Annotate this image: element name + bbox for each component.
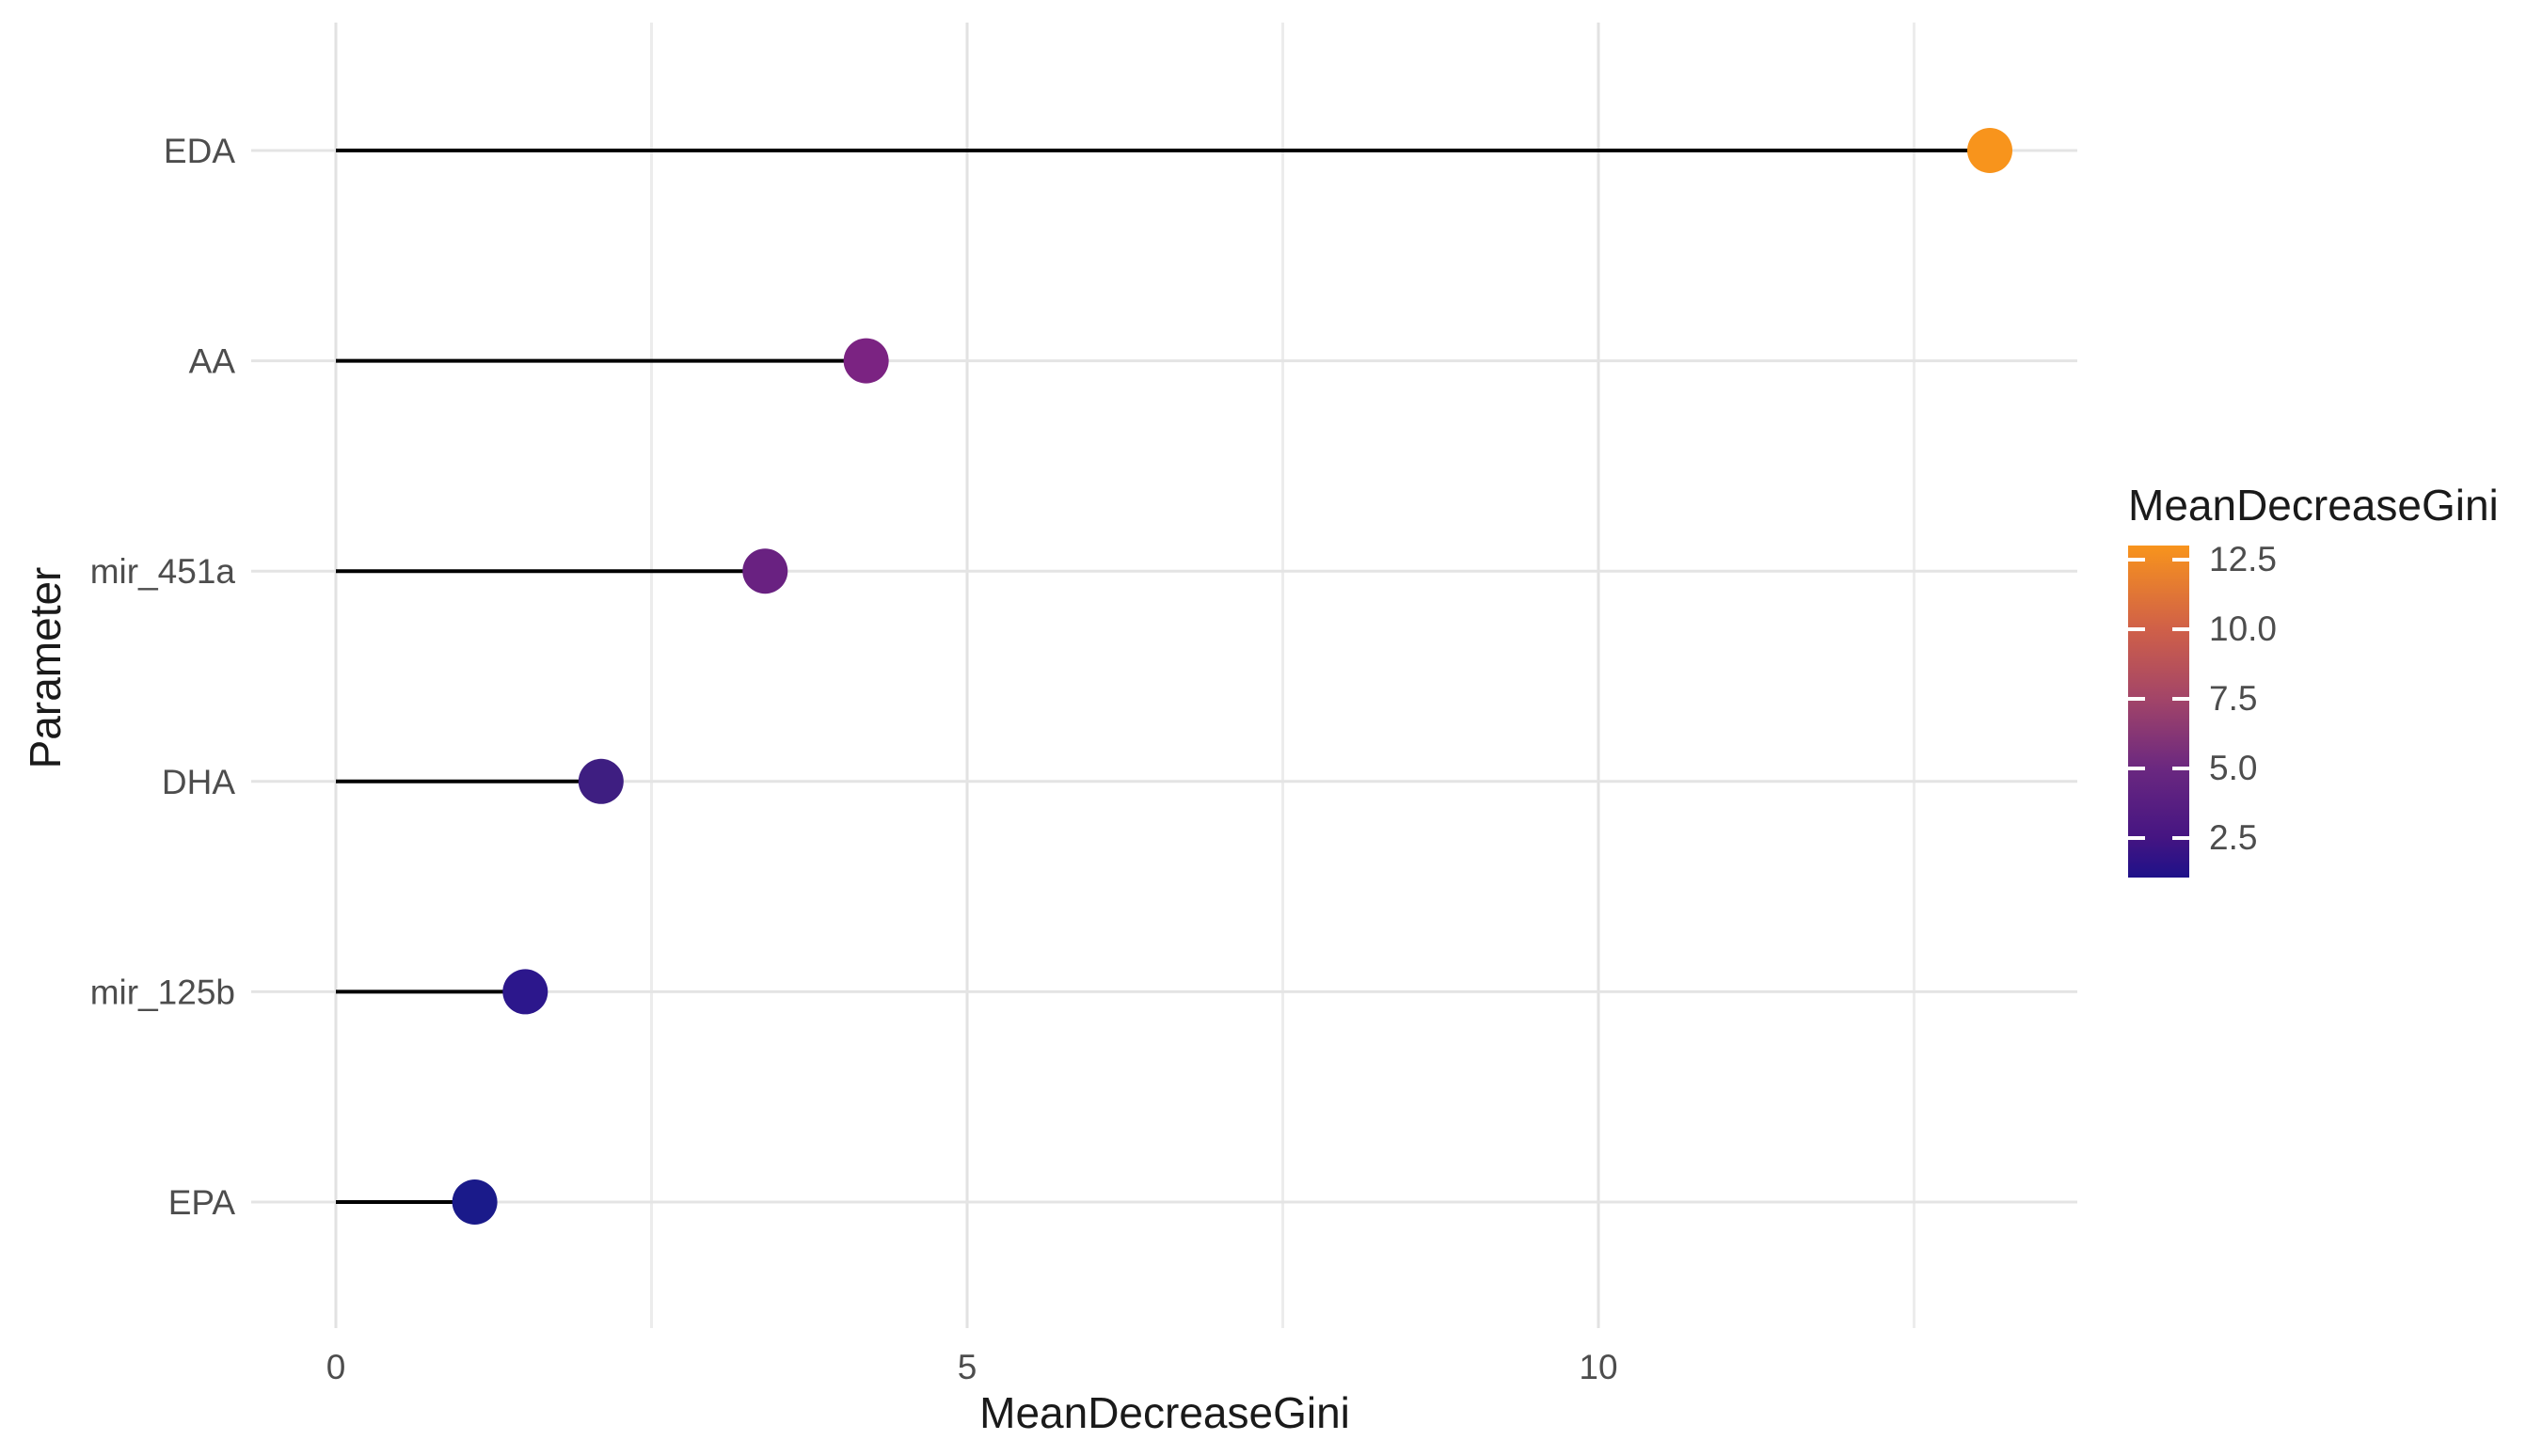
x-axis-title: MeanDecreaseGini bbox=[979, 1388, 1350, 1437]
x-tick-label: 10 bbox=[1579, 1348, 1617, 1386]
legend: MeanDecreaseGini 12.5 10.0 7.5 5.0 2.5 bbox=[2128, 481, 2523, 878]
lollipop-point bbox=[843, 338, 889, 384]
y-category-label: EPA bbox=[168, 1183, 236, 1222]
legend-tick-label: 5.0 bbox=[2209, 749, 2258, 787]
colorbar-tick bbox=[2172, 558, 2189, 562]
y-category-label: mir_125b bbox=[90, 973, 235, 1011]
colorbar-tick bbox=[2128, 697, 2145, 701]
lollipop-point bbox=[452, 1179, 498, 1225]
colorbar-tick bbox=[2172, 627, 2189, 631]
y-category-label: EDA bbox=[164, 132, 235, 170]
lollipop-point bbox=[578, 758, 624, 804]
colorbar-tick bbox=[2128, 627, 2145, 631]
legend-tick-label: 12.5 bbox=[2209, 540, 2278, 578]
legend-colorbar bbox=[2128, 546, 2189, 878]
y-category-label: mir_451a bbox=[90, 552, 236, 591]
colorbar-tick bbox=[2172, 836, 2189, 840]
legend-tick-label: 10.0 bbox=[2209, 609, 2278, 648]
lollipop-point bbox=[502, 969, 548, 1015]
y-category-label: AA bbox=[189, 342, 236, 381]
colorbar-tick bbox=[2172, 697, 2189, 701]
legend-tick-label: 7.5 bbox=[2209, 679, 2258, 718]
colorbar-tick bbox=[2128, 836, 2145, 840]
y-axis-title: Parameter bbox=[21, 566, 70, 769]
x-tick-label: 0 bbox=[326, 1348, 346, 1386]
lollipop-point bbox=[1967, 128, 2013, 173]
legend-tick-label: 2.5 bbox=[2209, 818, 2258, 857]
colorbar-tick bbox=[2172, 767, 2189, 770]
x-tick-label: 5 bbox=[958, 1348, 977, 1386]
colorbar-tick bbox=[2128, 558, 2145, 562]
y-category-label: DHA bbox=[162, 763, 235, 801]
colorbar-tick bbox=[2128, 767, 2145, 770]
legend-title: MeanDecreaseGini bbox=[2128, 481, 2499, 530]
lollipop-point bbox=[742, 548, 788, 594]
